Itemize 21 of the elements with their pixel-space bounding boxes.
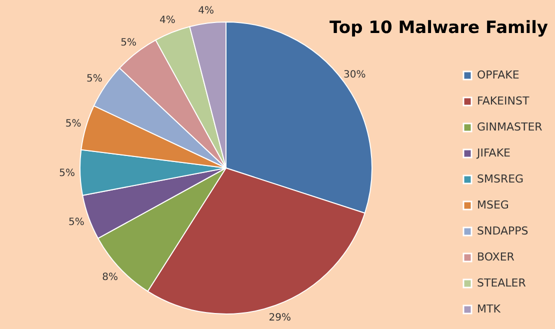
data-label: 5% [59, 168, 76, 179]
data-label: 5% [68, 216, 84, 228]
data-label: 29% [268, 312, 291, 324]
data-label: 8% [102, 272, 118, 283]
legend-label: GINMASTER [477, 120, 543, 134]
legend-label: MSEG [477, 198, 509, 212]
legend-label: OPFAKE [477, 68, 520, 82]
data-label: 5% [86, 74, 102, 85]
data-label: 5% [120, 37, 136, 48]
data-label: 4% [160, 15, 176, 26]
data-label: 5% [65, 118, 82, 130]
legend-label: BOXER [477, 250, 515, 264]
legend-label: SNDAPPS [477, 224, 528, 238]
legend-label: STEALER [477, 276, 526, 290]
data-label: 30% [344, 70, 366, 81]
legend-label: SMSREG [477, 172, 524, 186]
legend-label: FAKEINST [477, 94, 530, 108]
legend-label: JIFAKE [476, 146, 511, 160]
data-label: 4% [198, 5, 214, 16]
text: Top 10 Malware Family [330, 18, 548, 38]
legend-label: MTK [477, 302, 502, 316]
